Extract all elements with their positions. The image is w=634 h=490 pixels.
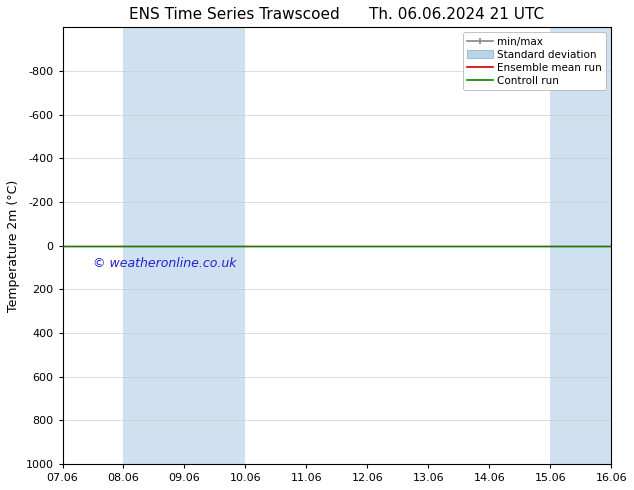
Bar <box>184 27 245 464</box>
Title: ENS Time Series Trawscoed      Th. 06.06.2024 21 UTC: ENS Time Series Trawscoed Th. 06.06.2024… <box>129 7 545 22</box>
Bar <box>124 27 184 464</box>
Bar <box>550 27 611 464</box>
Text: © weatheronline.co.uk: © weatheronline.co.uk <box>93 257 236 270</box>
Legend: min/max, Standard deviation, Ensemble mean run, Controll run: min/max, Standard deviation, Ensemble me… <box>463 32 606 90</box>
Y-axis label: Temperature 2m (°C): Temperature 2m (°C) <box>7 179 20 312</box>
